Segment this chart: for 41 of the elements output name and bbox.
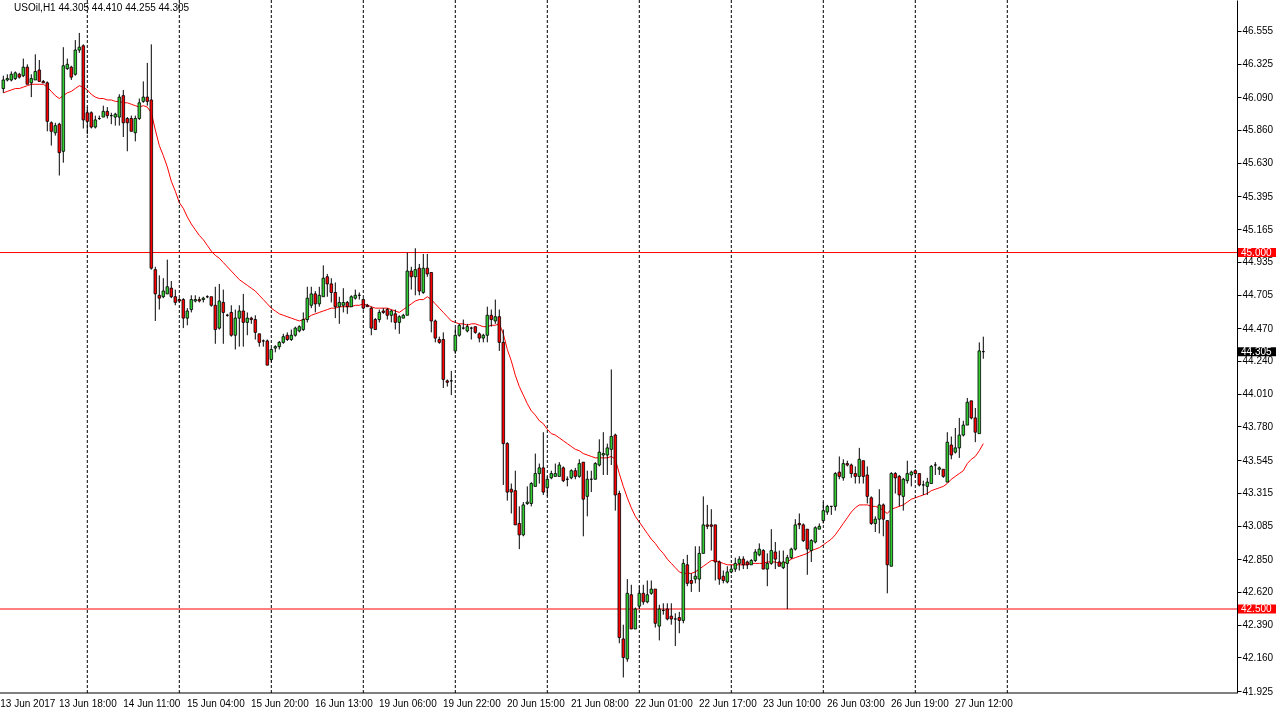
y-tick-label: 46.555 bbox=[1242, 25, 1274, 37]
chart-title: USOil,H1 44.305 44.410 44.255 44.305 bbox=[14, 2, 190, 13]
y-tick-label: 45.860 bbox=[1242, 124, 1274, 136]
y-tick-label: 44.705 bbox=[1242, 289, 1274, 301]
y-tick-label: 45.165 bbox=[1242, 223, 1274, 235]
x-tick-label: 22 Jun 17:00 bbox=[698, 697, 758, 709]
y-tick-label: 44.935 bbox=[1242, 256, 1274, 268]
y-tick-label: 46.325 bbox=[1242, 58, 1274, 70]
x-tick-label: 19 Jun 06:00 bbox=[378, 697, 438, 709]
text: 44.305 bbox=[1241, 345, 1273, 357]
y-tick-label: 45.630 bbox=[1242, 157, 1274, 169]
x-tick-label: 16 Jun 13:00 bbox=[314, 697, 374, 709]
y-tick-label: 43.085 bbox=[1242, 520, 1274, 532]
x-tick-label: 14 Jun 11:00 bbox=[123, 697, 181, 709]
y-tick-label: 43.545 bbox=[1242, 454, 1274, 466]
x-tick-label: 27 Jun 12:00 bbox=[954, 697, 1014, 709]
y-tick-label: 42.160 bbox=[1242, 651, 1274, 663]
x-tick-label: 15 Jun 20:00 bbox=[250, 697, 310, 709]
x-tick-label: 19 Jun 22:00 bbox=[442, 697, 502, 709]
ref-line-label: 45.000 bbox=[1241, 246, 1273, 258]
x-tick-label: 13 Jun 2017 bbox=[0, 697, 56, 709]
y-tick-label: 44.470 bbox=[1242, 322, 1274, 334]
x-tick-label: 23 Jun 10:00 bbox=[762, 697, 822, 709]
x-tick-label: 20 Jun 15:00 bbox=[506, 697, 566, 709]
y-tick-label: 42.850 bbox=[1242, 553, 1274, 565]
x-tick-label: 26 Jun 03:00 bbox=[826, 697, 886, 709]
x-tick-label: 26 Jun 19:00 bbox=[890, 697, 950, 709]
y-tick-label: 43.315 bbox=[1242, 487, 1274, 499]
y-tick-label: 44.010 bbox=[1242, 388, 1274, 400]
y-tick-label: 41.925 bbox=[1242, 685, 1274, 697]
x-tick-label: 22 Jun 01:00 bbox=[634, 697, 694, 709]
ref-line-label: 42.500 bbox=[1241, 603, 1273, 615]
x-tick-label: 13 Jun 18:00 bbox=[58, 697, 118, 709]
y-tick-label: 42.390 bbox=[1242, 619, 1274, 631]
x-tick-label: 21 Jun 08:00 bbox=[570, 697, 630, 709]
y-tick-label: 46.090 bbox=[1242, 91, 1274, 103]
y-tick-label: 44.240 bbox=[1242, 355, 1274, 367]
y-tick-label: 45.395 bbox=[1242, 190, 1274, 202]
x-tick-label: 15 Jun 04:00 bbox=[186, 697, 246, 709]
y-tick-label: 43.780 bbox=[1242, 420, 1274, 432]
y-tick-label: 42.620 bbox=[1242, 586, 1274, 598]
